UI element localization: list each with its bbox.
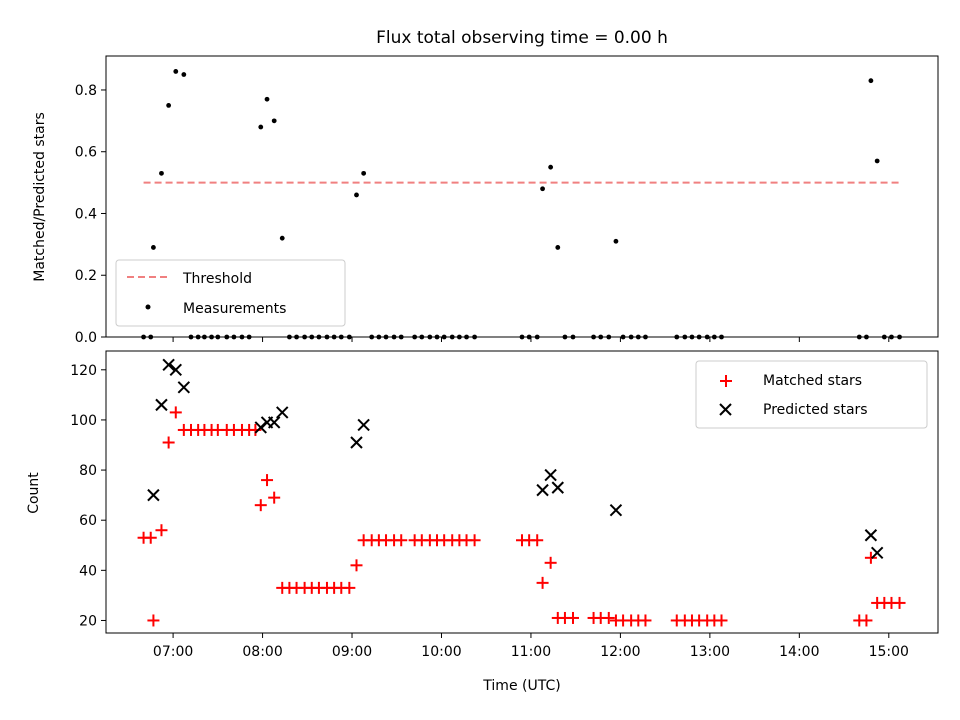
- top-y-tick-label: 0.8: [75, 83, 97, 99]
- bottom-y-axis-label: Count: [26, 472, 42, 514]
- matched-star-point: [602, 611, 615, 624]
- top-legend: Threshold Measurements: [115, 259, 346, 327]
- measurement-point: [159, 170, 164, 176]
- matched-star-point: [864, 551, 877, 564]
- predicted-star-point: [350, 436, 363, 449]
- top-y-tick-label: 0.4: [75, 206, 97, 222]
- legend-matched-label: Matched stars: [763, 373, 862, 389]
- measurement-point: [868, 78, 874, 84]
- bottom-ticks: 07:00 08:00 09:00 10:00 11:00 12:00 13:00 14:00…: [70, 363, 909, 660]
- matched-star-point: [147, 614, 160, 627]
- legend-predicted-label: Predicted stars: [763, 402, 868, 418]
- top-chart-title: Flux total observing time = 0.00 h: [376, 28, 668, 48]
- measurement-point: [555, 245, 561, 250]
- predicted-star-point: [147, 488, 160, 502]
- matched-star-point: [343, 581, 356, 594]
- matched-star-point: [715, 614, 728, 627]
- bottom-x-tick-label: 11:00: [511, 644, 551, 660]
- bottom-y-tick-label: 100: [70, 413, 97, 429]
- legend-measurements-label: Measurements: [183, 301, 286, 317]
- predicted-star-point: [155, 398, 168, 412]
- measurement-point: [264, 96, 270, 102]
- bottom-x-tick-label: 08:00: [242, 644, 282, 660]
- predicted-star-point: [544, 468, 557, 482]
- predicted-star-point: [169, 363, 182, 377]
- legend-measurements-swatch: [145, 304, 151, 310]
- legend-threshold-label: Threshold: [182, 271, 252, 287]
- measurement-point: [173, 69, 179, 74]
- matched-star-point: [566, 611, 579, 624]
- measurement-point: [258, 124, 264, 130]
- matched-star-point: [860, 614, 873, 627]
- matched-star-point: [395, 534, 408, 547]
- top-plot-area: [141, 69, 902, 340]
- matched-star-point: [169, 406, 182, 419]
- measurement-point: [540, 186, 545, 192]
- legend-matched-swatch: [720, 375, 732, 387]
- predicted-star-point: [870, 546, 884, 559]
- measurement-point: [181, 72, 187, 77]
- measurement-point: [151, 245, 156, 250]
- measurement-point: [279, 235, 285, 241]
- predicted-star-point: [357, 418, 370, 432]
- bottom-y-tick-label: 120: [70, 363, 97, 379]
- predicted-star-point: [276, 406, 289, 419]
- measurement-point: [548, 164, 554, 170]
- matched-star-point: [893, 596, 906, 609]
- measurement-point: [361, 170, 367, 176]
- predicted-star-point: [551, 481, 564, 494]
- measurement-point: [354, 192, 359, 198]
- measurement-point: [166, 103, 172, 108]
- top-ticks: 0.0 0.2 0.4 0.6 0.8: [75, 83, 890, 346]
- bottom-x-tick-label: 15:00: [869, 644, 909, 660]
- predicted-star-point: [609, 503, 623, 517]
- predicted-star-point: [536, 483, 549, 497]
- bottom-axes-frame: [105, 350, 939, 634]
- matched-star-point: [468, 534, 481, 547]
- predicted-star-point: [177, 381, 191, 394]
- matched-star-point: [536, 576, 549, 589]
- bottom-plot-area: [137, 358, 906, 627]
- measurement-point: [874, 158, 880, 164]
- matched-star-point: [639, 614, 652, 627]
- predicted-star-point: [267, 416, 281, 429]
- matched-star-point: [268, 491, 281, 504]
- bottom-legend: Matched stars Predicted stars: [695, 360, 928, 429]
- bottom-y-tick-label: 20: [79, 613, 97, 629]
- top-y-tick-label: 0.0: [75, 330, 97, 346]
- bottom-y-tick-label: 60: [79, 513, 97, 529]
- bottom-x-tick-label: 09:00: [332, 644, 372, 660]
- bottom-x-tick-label: 10:00: [421, 644, 461, 660]
- bottom-x-tick-label: 13:00: [690, 644, 730, 660]
- matched-star-point: [531, 534, 544, 547]
- matched-star-point: [144, 531, 157, 544]
- matched-star-point: [254, 499, 267, 512]
- bottom-y-tick-label: 80: [79, 463, 97, 479]
- matched-star-point: [155, 524, 168, 537]
- bottom-x-tick-label: 12:00: [600, 644, 640, 660]
- top-y-tick-label: 0.2: [75, 268, 97, 284]
- bottom-y-tick-label: 40: [79, 563, 97, 579]
- bottom-x-tick-label: 14:00: [779, 644, 819, 660]
- bottom-x-tick-label: 07:00: [153, 644, 193, 660]
- bottom-x-axis-label: Time (UTC): [482, 678, 560, 694]
- matched-star-point: [544, 556, 557, 569]
- top-axes-frame: [105, 55, 939, 338]
- matched-star-point: [162, 436, 175, 449]
- top-y-axis-label: Matched/Predicted stars: [32, 112, 48, 282]
- measurement-point: [613, 238, 619, 244]
- matched-star-point: [350, 559, 363, 572]
- top-y-tick-label: 0.6: [75, 145, 97, 161]
- measurement-point: [271, 118, 277, 124]
- legend-predicted-swatch: [719, 403, 732, 416]
- predicted-star-point: [864, 529, 878, 542]
- matched-star-point: [261, 474, 274, 487]
- predicted-star-point: [162, 358, 175, 371]
